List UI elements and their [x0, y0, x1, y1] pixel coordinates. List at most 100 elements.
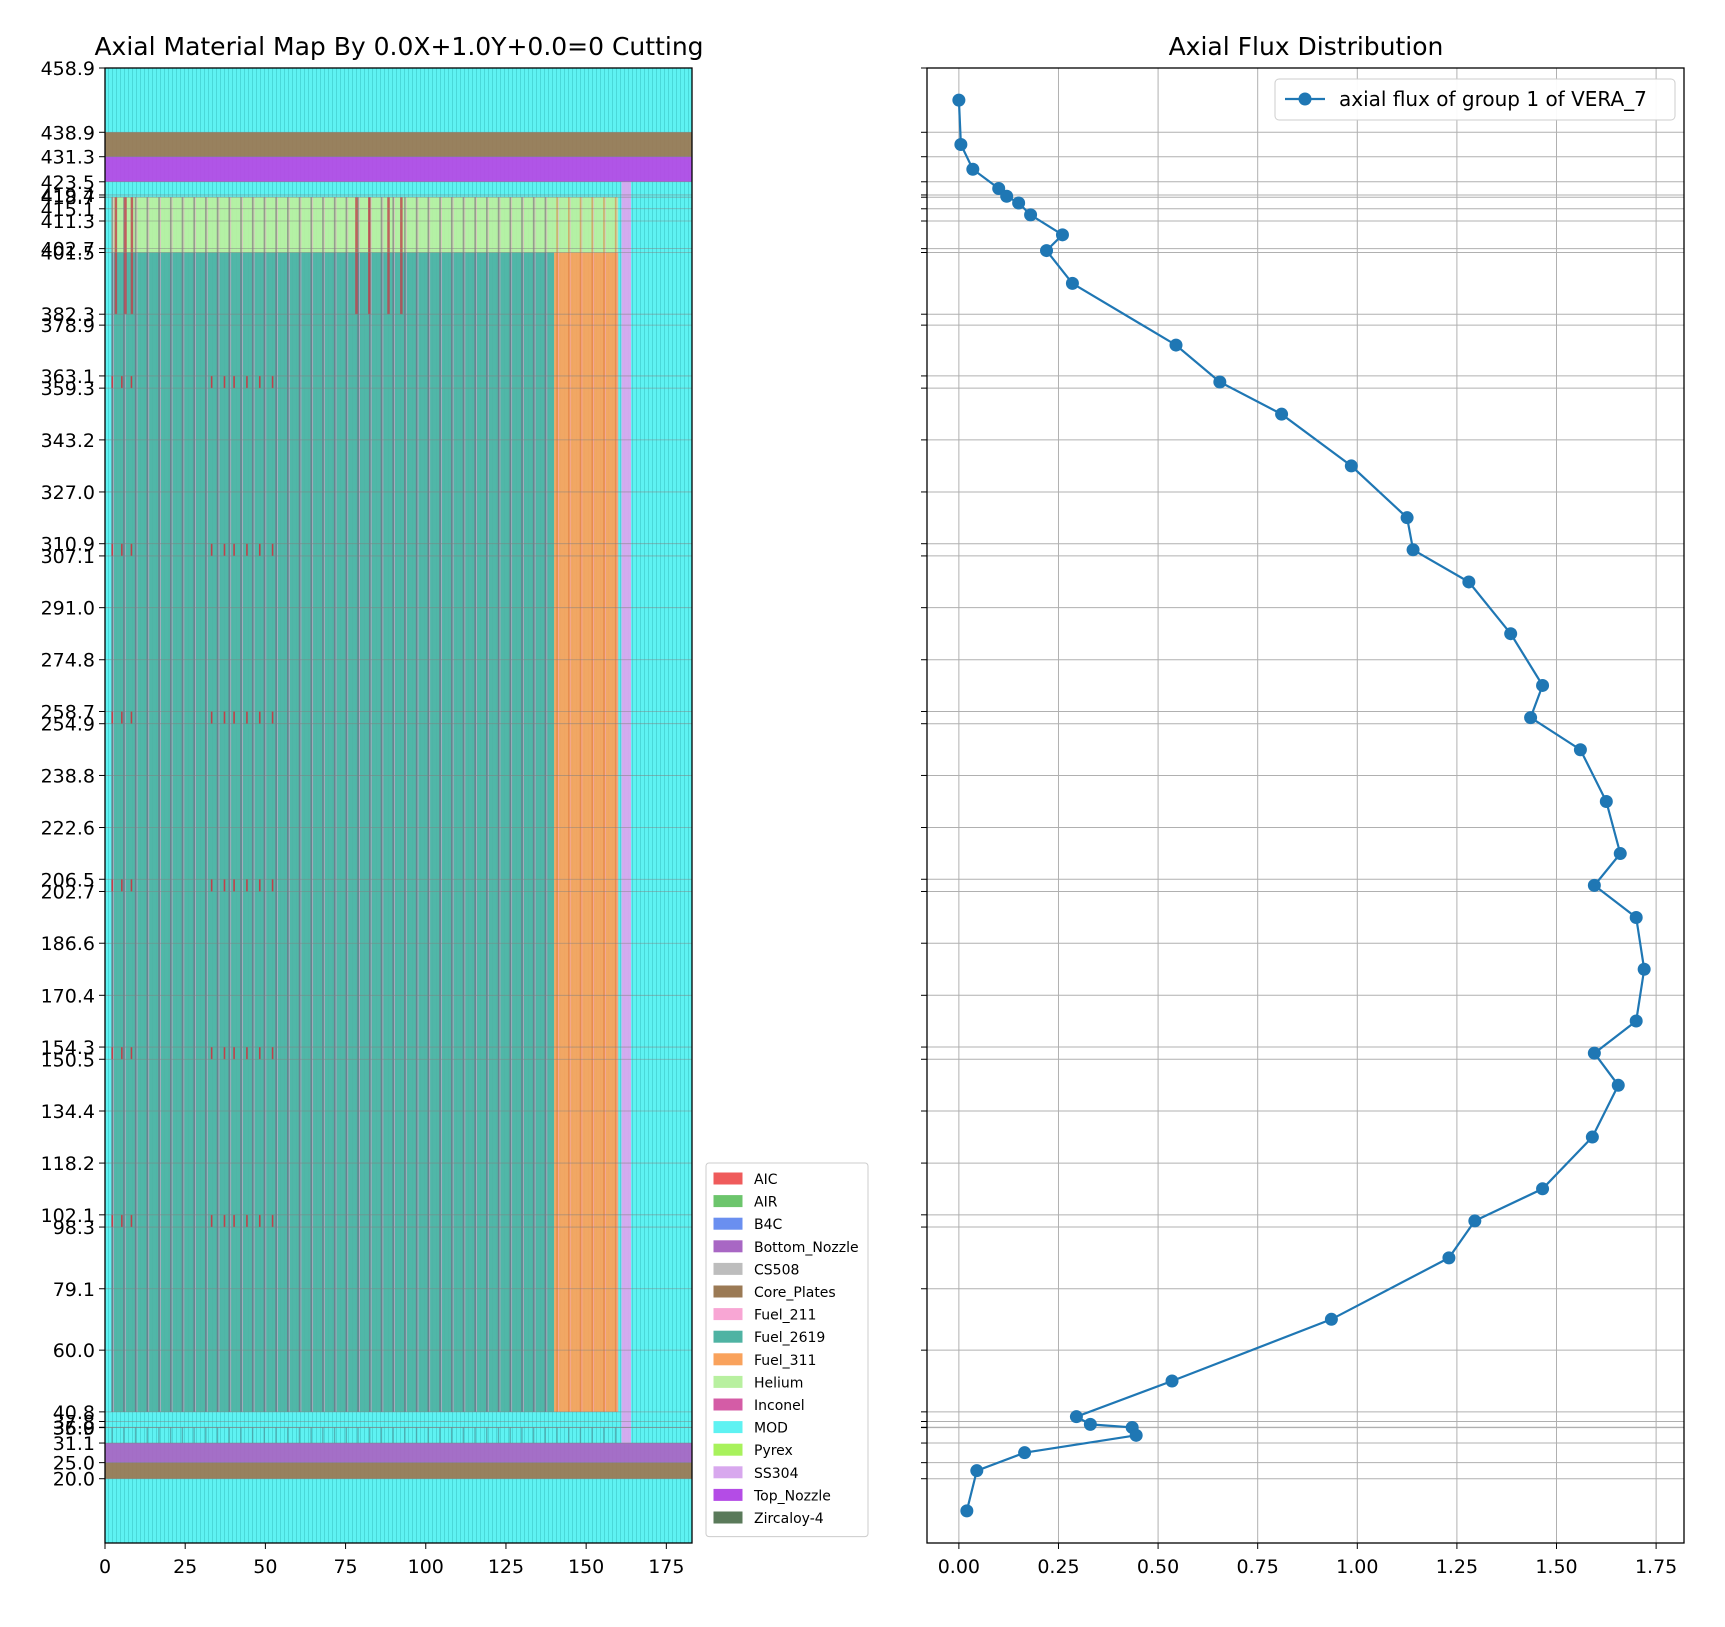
- pin-column-stripe: [111, 197, 114, 1412]
- pin-column-stripe: [251, 197, 254, 1412]
- flux-data-point: [1629, 1014, 1643, 1028]
- spacer-grid-mark: [258, 1214, 261, 1228]
- y-tick-label: 359.3: [41, 378, 95, 400]
- spacer-grid-mark: [111, 543, 114, 556]
- y-tick-label: 36.0: [53, 1417, 95, 1439]
- flux-data-point: [1536, 678, 1550, 692]
- spacer-grid-mark: [271, 1047, 274, 1060]
- material-legend: AIC AIR B4C Bottom_Nozzle CS508 Core_Plates Fu…: [705, 1162, 869, 1538]
- legend-swatch: [713, 1488, 743, 1501]
- spacer-grid-mark: [210, 543, 213, 556]
- flux-series-line: [957, 100, 1646, 1512]
- flux-data-point: [1442, 1251, 1456, 1265]
- legend-label: AIR: [754, 1195, 778, 1211]
- lower-plug-mark: [287, 1427, 289, 1444]
- material-map-x-axis: 0 25 50 75 100 125 150 175: [99, 1543, 684, 1578]
- spacer-grid-mark: [111, 1047, 114, 1060]
- pin-column-clad: [441, 197, 442, 1412]
- lower-plug-mark: [158, 1427, 160, 1444]
- spacer-grid-mark: [223, 543, 226, 556]
- spacer-grid-mark: [121, 375, 123, 389]
- x-tick-label: 1.00: [1336, 1556, 1378, 1578]
- legend-swatch: [713, 1421, 743, 1434]
- lower-plug-mark: [193, 1427, 195, 1444]
- pin-column-stripe: [275, 197, 277, 1412]
- region-bottom-nozzle-4: [105, 1443, 692, 1463]
- spacer-grid-mark: [223, 711, 226, 724]
- pin-column-stripe: [556, 197, 558, 1412]
- legend-label: AIC: [754, 1172, 778, 1188]
- control-rod-stub: [130, 197, 134, 315]
- legend-label: Core_Plates: [754, 1285, 836, 1301]
- y-tick-label: 431.3: [41, 147, 95, 169]
- lower-plug-mark: [509, 1427, 511, 1444]
- flux-x-axis: 0.00 0.25 0.50 0.75 1.00 1.25 1.50 1.75: [938, 1543, 1677, 1578]
- pin-column-clad: [382, 197, 384, 1412]
- region-top-nozzle-2: [105, 156, 692, 182]
- spacer-grid-mark: [258, 375, 261, 389]
- legend-swatch: [713, 1217, 743, 1230]
- lower-plug-mark: [368, 1427, 371, 1444]
- flux-data-point: [1400, 511, 1414, 525]
- y-tick-label: 35.9: [53, 1418, 95, 1440]
- y-tick-label: 258.7: [41, 701, 95, 723]
- pin-column-stripe: [169, 197, 172, 1412]
- legend-swatch: [713, 1330, 743, 1343]
- pin-column-stripe: [322, 197, 324, 1412]
- flux-data-point: [1536, 1182, 1550, 1196]
- spacer-grid-mark: [233, 1047, 235, 1060]
- y-tick-label: 438.9: [41, 122, 95, 144]
- pin-column-clad: [429, 197, 431, 1412]
- spacer-grid-mark: [258, 879, 261, 892]
- pin-column-clad: [253, 197, 255, 1412]
- lower-plug-mark: [415, 1427, 418, 1444]
- pin-column-stripe: [415, 197, 418, 1412]
- flux-data-point: [954, 137, 968, 151]
- lower-plug-mark: [544, 1427, 547, 1444]
- control-rod-stub: [355, 197, 358, 315]
- lower-plug-mark: [568, 1427, 570, 1444]
- legend-swatch: [713, 1308, 743, 1321]
- y-tick-label: 378.9: [41, 315, 95, 337]
- y-tick-label: 307.1: [41, 546, 95, 568]
- flux-series: [952, 93, 1651, 1518]
- spacer-grid-mark: [246, 1214, 248, 1228]
- flux-data-point: [1055, 228, 1069, 242]
- legend-label: Fuel_211: [754, 1308, 816, 1324]
- pin-column-stripe: [544, 197, 547, 1412]
- pin-column-clad: [452, 197, 454, 1412]
- flux-data-point: [1083, 1417, 1097, 1431]
- control-rod-stub: [124, 197, 127, 315]
- material-map-gridlines: [105, 68, 692, 1480]
- spacer-grid-mark: [233, 375, 235, 389]
- pin-column-stripe: [568, 197, 570, 1412]
- pin-column-clad: [195, 197, 196, 1412]
- flux-legend-box: [1274, 78, 1676, 121]
- spacer-grid-mark: [258, 1047, 261, 1060]
- y-tick-label: 98.3: [53, 1217, 95, 1239]
- y-tick-label: 37.8: [53, 1412, 95, 1434]
- pin-column-stripe: [240, 197, 242, 1412]
- flux-data-point: [1169, 338, 1183, 352]
- pin-column-clad: [405, 197, 407, 1412]
- lower-plug-mark: [392, 1427, 394, 1444]
- y-tick-label: 343.2: [41, 430, 95, 452]
- lower-plug-mark: [111, 1427, 113, 1444]
- pin-column-clad: [394, 197, 396, 1412]
- pin-column-stripe: [345, 197, 348, 1412]
- pin-column-stripe: [123, 197, 125, 1412]
- flux-data-point: [1637, 962, 1651, 976]
- pin-column-clad: [288, 197, 290, 1412]
- lower-plug-mark: [603, 1427, 605, 1444]
- legend-swatch: [713, 1172, 743, 1185]
- legend-label: Zircaloy-4: [754, 1511, 824, 1527]
- flux-data-point: [1587, 878, 1601, 892]
- pin-column-stripe: [439, 197, 441, 1412]
- flux-title: Axial Flux Distribution: [1169, 32, 1444, 61]
- pin-column-clad: [476, 197, 477, 1412]
- lower-plug-mark: [532, 1427, 535, 1444]
- pin-column-stripe: [462, 197, 465, 1412]
- pin-column-clad: [160, 197, 161, 1412]
- lower-plug-mark: [123, 1427, 125, 1444]
- pin-column-stripe: [287, 197, 289, 1412]
